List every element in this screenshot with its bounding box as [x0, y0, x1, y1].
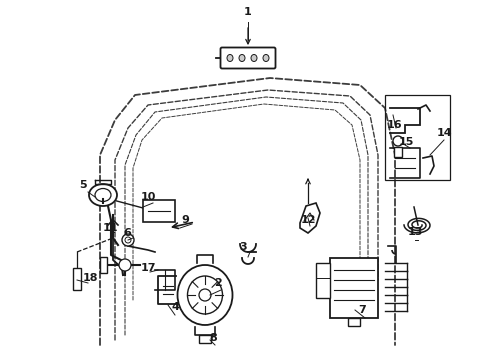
Text: 3: 3 [239, 242, 247, 252]
Polygon shape [300, 203, 320, 233]
Text: 6: 6 [123, 228, 131, 238]
Circle shape [393, 136, 403, 146]
Bar [199, 335, 211, 343]
Text: 11: 11 [102, 223, 118, 233]
Ellipse shape [95, 189, 111, 202]
Text: 15: 15 [398, 137, 414, 147]
Ellipse shape [251, 54, 257, 62]
Bar [348, 318, 360, 326]
Bar [394, 147, 402, 157]
Circle shape [119, 259, 131, 271]
Text: 18: 18 [82, 273, 98, 283]
Text: 13: 13 [407, 227, 423, 237]
Bar [100, 257, 107, 273]
Ellipse shape [239, 54, 245, 62]
Text: 14: 14 [436, 128, 452, 138]
Ellipse shape [263, 54, 269, 62]
FancyBboxPatch shape [220, 48, 275, 68]
Circle shape [122, 234, 134, 246]
Text: 2: 2 [214, 278, 222, 288]
Circle shape [199, 289, 211, 301]
Bar [330, 258, 378, 318]
Text: 12: 12 [300, 215, 316, 225]
Text: 8: 8 [209, 333, 217, 343]
Text: 7: 7 [358, 305, 366, 315]
Text: 17: 17 [140, 263, 156, 273]
Text: 4: 4 [171, 302, 179, 312]
Bar [385, 95, 450, 180]
Bar [73, 268, 81, 290]
Circle shape [125, 237, 131, 243]
Text: 5: 5 [79, 180, 87, 190]
Text: 16: 16 [386, 120, 402, 130]
Bar [143, 200, 175, 222]
Bar [316, 263, 330, 298]
Ellipse shape [188, 276, 222, 314]
Text: 9: 9 [181, 215, 189, 225]
Text: 1: 1 [244, 7, 252, 17]
Ellipse shape [177, 265, 232, 325]
Ellipse shape [227, 54, 233, 62]
Text: 10: 10 [140, 192, 156, 202]
Ellipse shape [89, 184, 117, 206]
